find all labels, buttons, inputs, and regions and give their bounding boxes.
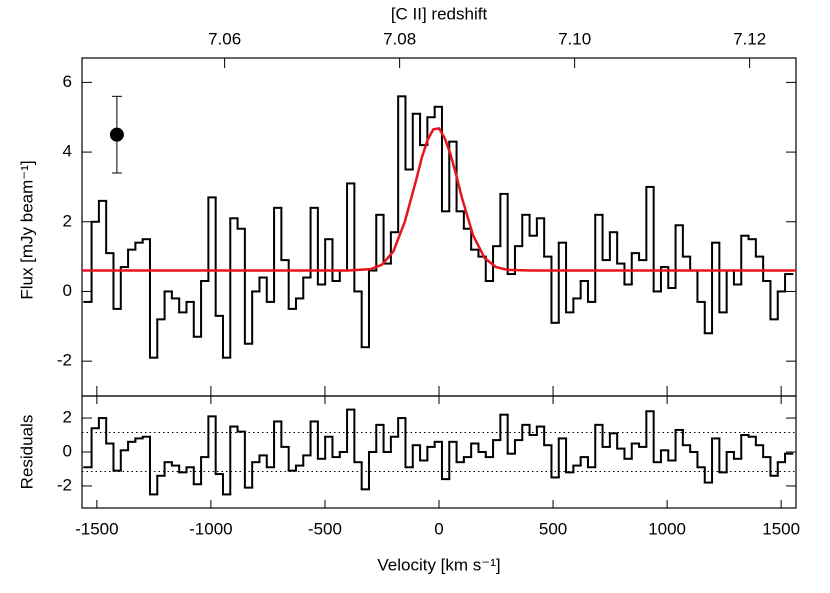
y-tick-label: 0 xyxy=(63,441,72,460)
x2-tick-label: 7.06 xyxy=(208,29,241,48)
y-tick-label: 6 xyxy=(63,72,72,91)
x-tick-label: -500 xyxy=(308,519,342,538)
x-tick-label: -1500 xyxy=(75,519,118,538)
error-point xyxy=(109,127,124,142)
y-axis-label: Flux [mJy beam⁻¹] xyxy=(17,160,36,299)
y-tick-label: 4 xyxy=(63,142,72,161)
y-tick-label: -2 xyxy=(57,351,72,370)
y-tick-label: 0 xyxy=(63,281,72,300)
step-line xyxy=(83,408,794,496)
top-axis-title: [C II] redshift xyxy=(391,4,488,23)
x-tick-label: 1000 xyxy=(648,519,686,538)
step-line xyxy=(83,95,794,359)
plot-frame xyxy=(81,395,797,509)
residual-axis-label: Residuals xyxy=(17,415,36,490)
y-tick-label: 2 xyxy=(63,408,72,427)
y-tick-label: 2 xyxy=(63,211,72,230)
y-tick-label: -2 xyxy=(57,475,72,494)
x-tick-label: -1000 xyxy=(189,519,232,538)
plot-frame xyxy=(81,57,797,397)
x-tick-label: 500 xyxy=(539,519,567,538)
x-tick-label: 1500 xyxy=(762,519,800,538)
fit-line xyxy=(82,127,796,272)
x2-tick-label: 7.10 xyxy=(558,29,591,48)
x2-tick-label: 7.08 xyxy=(383,29,416,48)
x2-tick-label: 7.12 xyxy=(733,29,766,48)
x-tick-label: 0 xyxy=(434,519,443,538)
x-axis-label: Velocity [km s⁻¹] xyxy=(377,555,500,574)
